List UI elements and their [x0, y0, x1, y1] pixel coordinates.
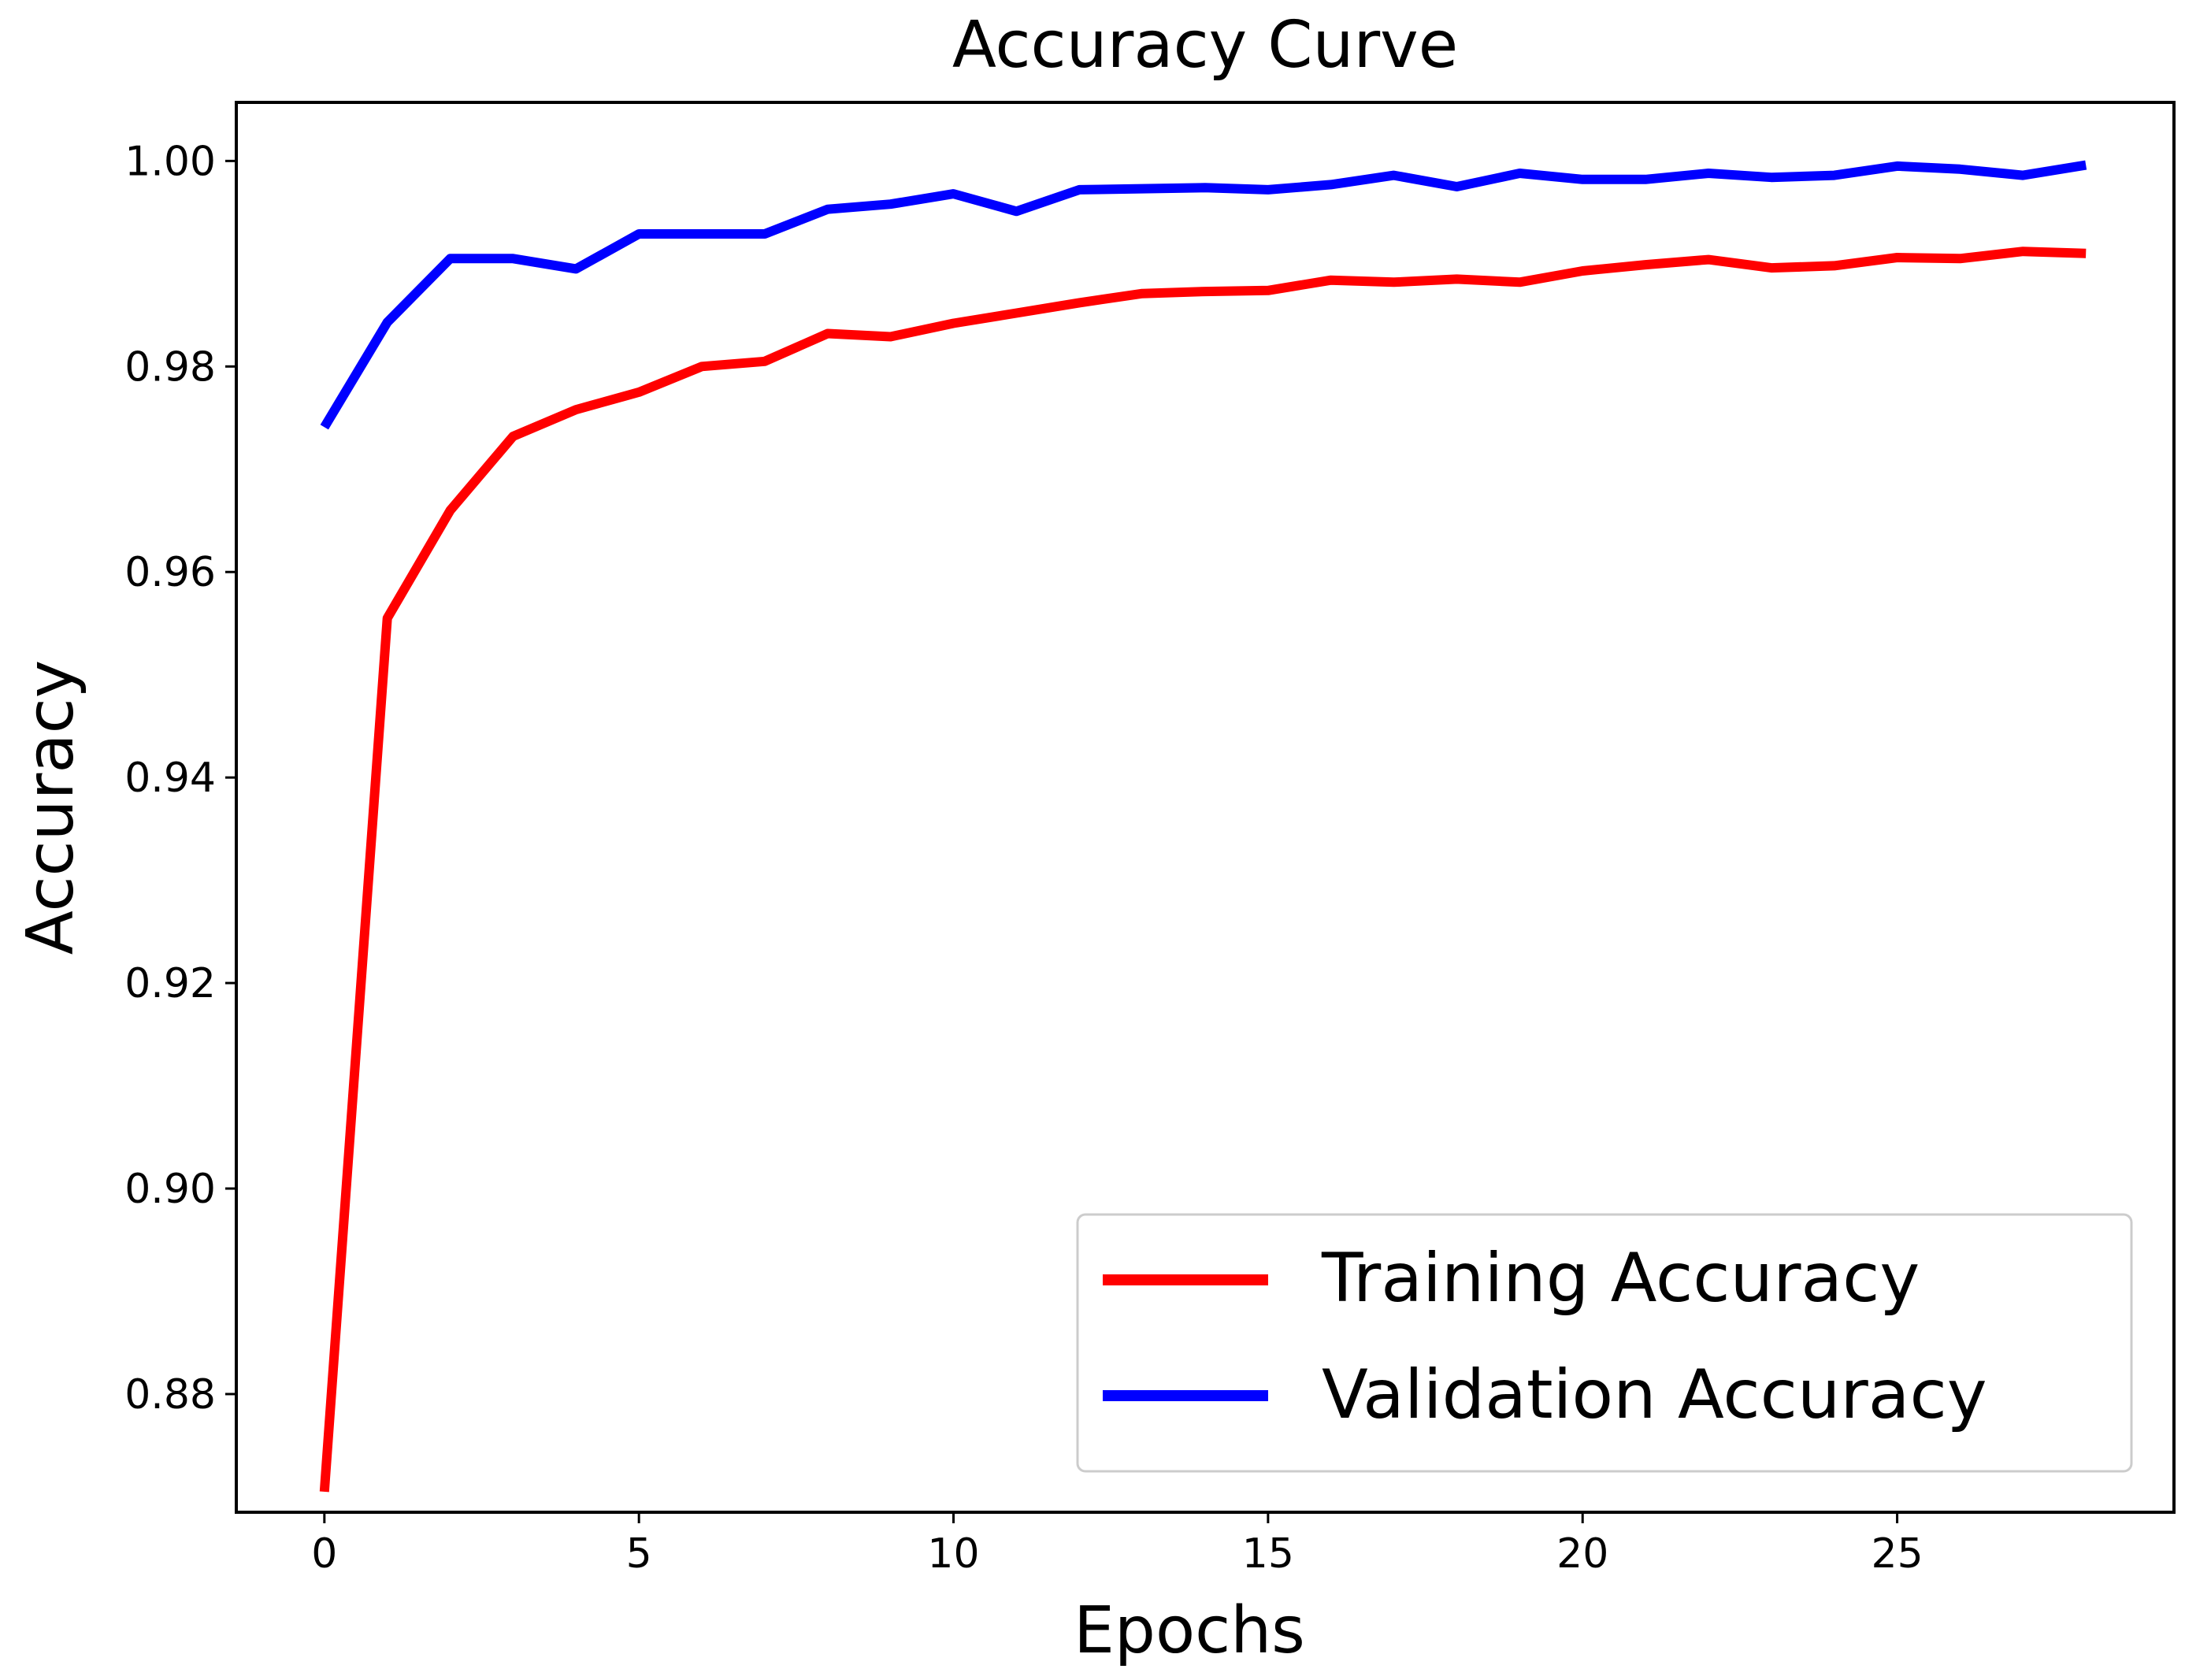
- x-tick-label: 15: [1242, 1530, 1294, 1578]
- x-axis-ticks: 0 5 10 15 20 25: [311, 1512, 1923, 1578]
- y-tick-label: 0.94: [124, 755, 216, 802]
- y-tick-label: 0.88: [124, 1371, 216, 1419]
- legend-validation-label: Validation Accuracy: [1322, 1355, 1987, 1434]
- y-tick-label: 0.96: [124, 549, 216, 596]
- chart-title: Accuracy Curve: [952, 8, 1458, 83]
- legend-training-label: Training Accuracy: [1321, 1239, 1920, 1318]
- x-tick-label: 5: [626, 1530, 652, 1578]
- legend: Training Accuracy Validation Accuracy: [1076, 1213, 2133, 1473]
- x-tick-label: 20: [1556, 1530, 1608, 1578]
- y-axis-ticks: 0.88 0.90 0.92 0.94 0.96 0.98 1.00: [124, 138, 236, 1419]
- x-axis-label: Epochs: [1074, 1593, 1305, 1668]
- x-tick-label: 25: [1871, 1530, 1923, 1578]
- y-tick-label: 1.00: [124, 138, 216, 185]
- legend-box: [1076, 1213, 2133, 1473]
- series-lines: [319, 160, 2087, 1493]
- validation-accuracy-line: [320, 160, 2087, 430]
- y-tick-label: 0.90: [124, 1166, 216, 1213]
- y-axis-label: Accuracy: [13, 660, 88, 955]
- x-tick-label: 0: [311, 1530, 337, 1578]
- x-tick-label: 10: [927, 1530, 979, 1578]
- y-tick-label: 0.92: [124, 960, 216, 1007]
- plot-frame: [235, 101, 2176, 1514]
- y-tick-label: 0.98: [124, 343, 216, 391]
- training-accuracy-line: [319, 247, 2087, 1493]
